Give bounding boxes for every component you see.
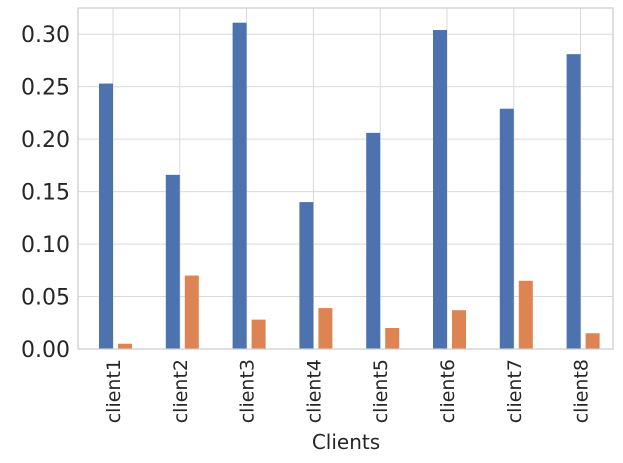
x-tick-label: client1 [103,359,125,423]
bar-series1-client4 [299,202,314,349]
y-tick-label: 0.20 [21,128,70,153]
bar-series1-client7 [499,108,514,349]
y-tick-label: 0.30 [21,23,70,48]
x-tick-label: client8 [571,359,593,423]
bar-series1-client1 [99,83,113,349]
bar-series2-client1 [118,343,132,349]
bar-series1-client2 [165,174,180,349]
bar-series2-client3 [251,319,266,349]
bar-series1-client5 [366,132,381,349]
bar-series2-client5 [385,328,400,349]
y-tick-label: 0.15 [21,181,70,206]
y-tick-label: 0.25 [21,76,70,101]
y-axis-ticks: 0.00 0.05 0.10 0.15 0.20 0.25 0.30 [21,23,70,363]
bars [99,22,600,350]
x-axis-ticks: client1 client2 client3 client4 client5 clien… [103,359,593,423]
x-tick-label: client5 [370,359,392,423]
bar-series1-client8 [566,54,581,350]
bar-series2-client7 [518,280,533,349]
x-tick-label: client2 [170,359,192,423]
bar-series2-client6 [452,310,466,349]
bar-series1-client3 [232,22,247,349]
x-axis-label: Clients [312,430,380,454]
plot-frame [77,7,614,350]
bar-series2-client2 [184,275,199,349]
x-tick-label: client3 [237,359,259,423]
y-tick-label: 0.00 [21,338,70,363]
x-tick-label: client7 [504,359,526,423]
x-tick-label: client6 [437,359,459,423]
bar-series1-client6 [433,30,447,350]
y-tick-label: 0.10 [21,233,70,258]
bar-series2-client4 [318,308,333,349]
y-tick-label: 0.05 [21,286,70,311]
x-tick-label: client4 [303,359,325,423]
bar-series2-client8 [585,333,600,349]
